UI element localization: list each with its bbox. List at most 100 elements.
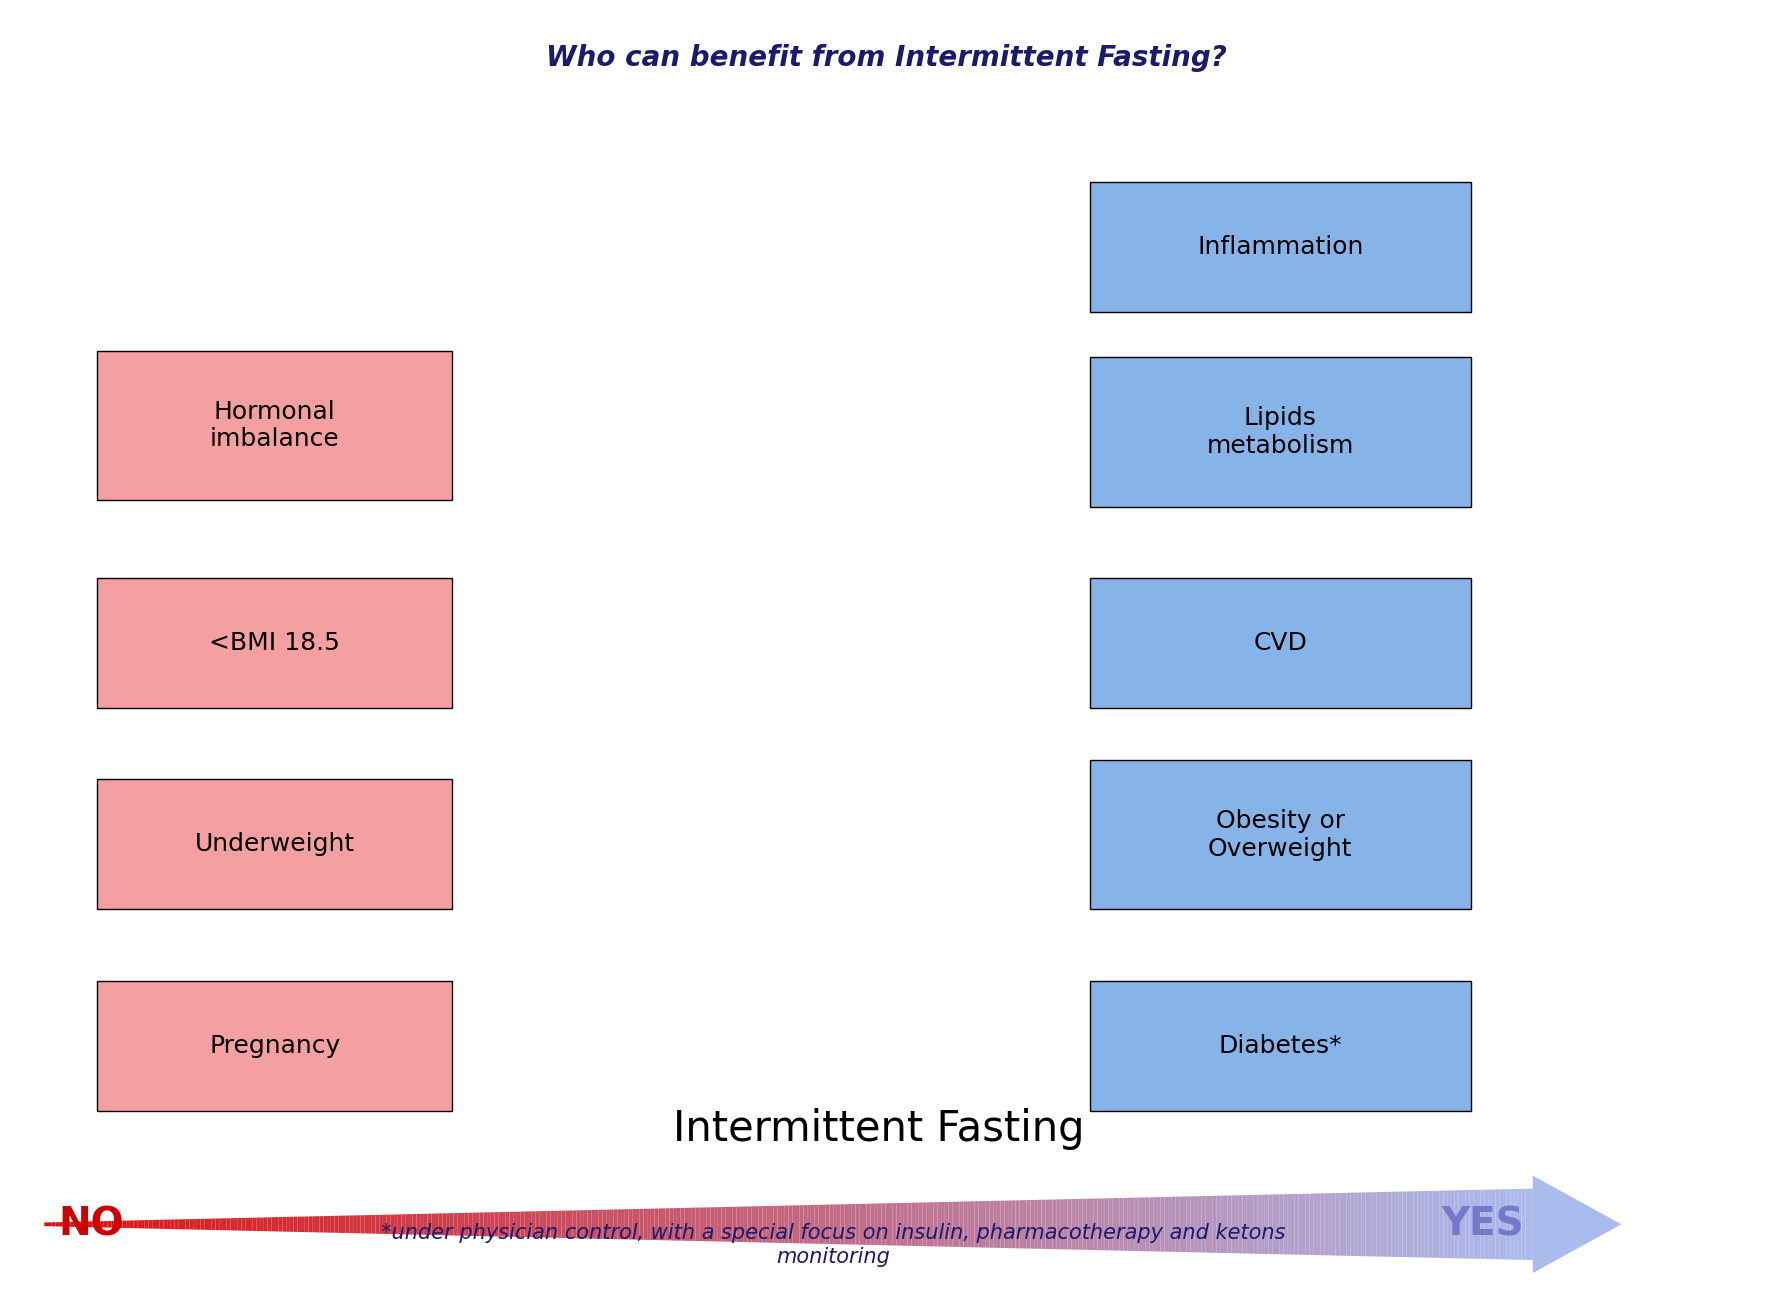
Polygon shape — [1519, 1189, 1522, 1260]
Polygon shape — [138, 1220, 142, 1229]
Polygon shape — [220, 1218, 223, 1230]
Polygon shape — [1333, 1192, 1336, 1256]
Polygon shape — [1168, 1196, 1171, 1252]
Polygon shape — [1161, 1196, 1164, 1252]
Polygon shape — [911, 1203, 914, 1246]
Polygon shape — [1209, 1196, 1212, 1252]
Polygon shape — [96, 1221, 99, 1228]
FancyBboxPatch shape — [97, 779, 452, 909]
Polygon shape — [971, 1202, 975, 1247]
Polygon shape — [55, 1222, 58, 1226]
Text: Diabetes*: Diabetes* — [1219, 1034, 1341, 1057]
Polygon shape — [610, 1209, 613, 1239]
Polygon shape — [718, 1207, 721, 1242]
Polygon shape — [115, 1221, 119, 1228]
Polygon shape — [840, 1204, 843, 1244]
Polygon shape — [948, 1202, 952, 1247]
Polygon shape — [1212, 1196, 1216, 1252]
Polygon shape — [1134, 1198, 1138, 1251]
Polygon shape — [1180, 1196, 1184, 1252]
Polygon shape — [285, 1217, 291, 1231]
Polygon shape — [680, 1208, 684, 1241]
Polygon shape — [174, 1220, 179, 1229]
Polygon shape — [308, 1216, 312, 1233]
Polygon shape — [1001, 1200, 1005, 1248]
Polygon shape — [535, 1211, 539, 1238]
Polygon shape — [640, 1209, 643, 1239]
Polygon shape — [1411, 1191, 1414, 1257]
Polygon shape — [968, 1202, 971, 1247]
Polygon shape — [491, 1212, 494, 1237]
Polygon shape — [551, 1211, 555, 1238]
Polygon shape — [409, 1215, 413, 1234]
Polygon shape — [58, 1222, 64, 1226]
Polygon shape — [525, 1212, 528, 1237]
Polygon shape — [85, 1221, 89, 1228]
Polygon shape — [1286, 1194, 1290, 1255]
Polygon shape — [1113, 1198, 1116, 1251]
Polygon shape — [383, 1215, 386, 1234]
Polygon shape — [1184, 1196, 1187, 1252]
Polygon shape — [626, 1209, 629, 1239]
Polygon shape — [514, 1212, 517, 1237]
Polygon shape — [183, 1220, 186, 1229]
Polygon shape — [904, 1203, 907, 1246]
Polygon shape — [397, 1215, 402, 1234]
Polygon shape — [1224, 1195, 1228, 1254]
Polygon shape — [159, 1220, 163, 1229]
Polygon shape — [170, 1220, 174, 1229]
Text: Pregnancy: Pregnancy — [209, 1034, 340, 1057]
Polygon shape — [505, 1212, 510, 1237]
Polygon shape — [1109, 1198, 1113, 1251]
Polygon shape — [390, 1215, 393, 1234]
Polygon shape — [248, 1217, 253, 1231]
Polygon shape — [356, 1216, 360, 1233]
Polygon shape — [1239, 1195, 1242, 1254]
Polygon shape — [1038, 1200, 1042, 1248]
Polygon shape — [1444, 1190, 1448, 1259]
Polygon shape — [369, 1215, 372, 1234]
Polygon shape — [944, 1202, 948, 1247]
Polygon shape — [985, 1202, 989, 1247]
Polygon shape — [923, 1203, 927, 1246]
Polygon shape — [1272, 1194, 1276, 1255]
Polygon shape — [1221, 1195, 1224, 1254]
Polygon shape — [92, 1221, 96, 1228]
Polygon shape — [216, 1218, 220, 1230]
Polygon shape — [792, 1205, 796, 1243]
Polygon shape — [803, 1205, 806, 1243]
Polygon shape — [882, 1203, 886, 1246]
Polygon shape — [629, 1209, 633, 1239]
Polygon shape — [927, 1203, 930, 1246]
Polygon shape — [1329, 1194, 1333, 1255]
Polygon shape — [1290, 1194, 1295, 1255]
Polygon shape — [1439, 1191, 1444, 1257]
Polygon shape — [666, 1208, 670, 1241]
Polygon shape — [1357, 1192, 1361, 1256]
Polygon shape — [1056, 1199, 1060, 1250]
Polygon shape — [1299, 1194, 1302, 1255]
Polygon shape — [1276, 1194, 1279, 1255]
Polygon shape — [663, 1208, 666, 1241]
Polygon shape — [480, 1212, 484, 1237]
Text: Who can benefit from Intermittent Fasting?: Who can benefit from Intermittent Fastin… — [546, 44, 1226, 73]
Polygon shape — [498, 1212, 501, 1237]
Polygon shape — [1364, 1192, 1370, 1256]
Polygon shape — [207, 1218, 211, 1230]
Polygon shape — [1255, 1195, 1258, 1254]
Polygon shape — [211, 1218, 216, 1230]
Polygon shape — [424, 1213, 427, 1235]
Polygon shape — [517, 1212, 521, 1237]
Polygon shape — [728, 1207, 734, 1242]
Polygon shape — [253, 1217, 257, 1231]
Polygon shape — [1246, 1195, 1249, 1254]
Polygon shape — [654, 1208, 659, 1241]
Polygon shape — [1265, 1195, 1269, 1254]
FancyBboxPatch shape — [97, 351, 452, 500]
Polygon shape — [1465, 1190, 1469, 1259]
Polygon shape — [1067, 1199, 1072, 1250]
Polygon shape — [998, 1200, 1001, 1248]
Polygon shape — [532, 1211, 535, 1238]
Polygon shape — [1391, 1191, 1395, 1257]
Polygon shape — [900, 1203, 904, 1246]
